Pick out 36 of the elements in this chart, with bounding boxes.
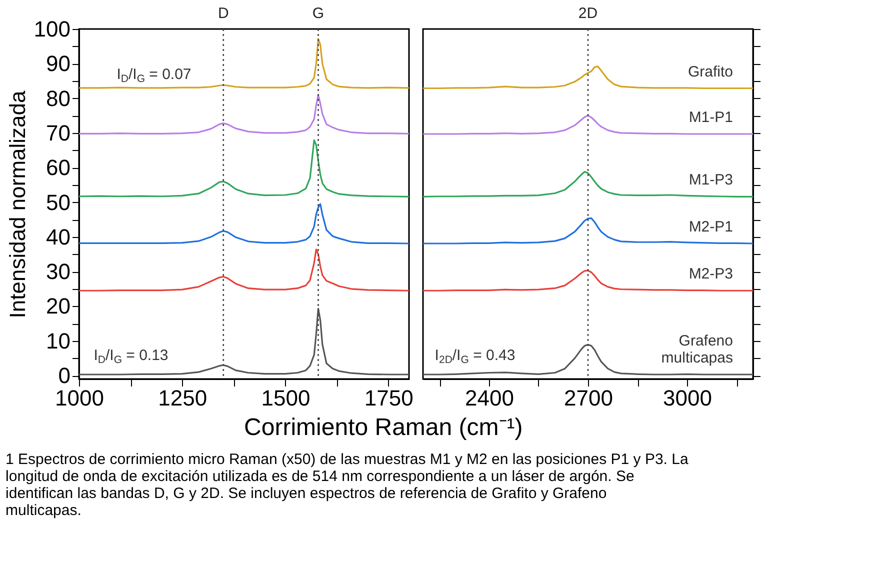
x-tick-label: 1000 <box>55 386 104 410</box>
y-tick-label: 60 <box>46 155 70 180</box>
line-series <box>79 248 409 292</box>
y-tick-label: 50 <box>46 190 70 215</box>
y-tick-label: 40 <box>46 224 70 250</box>
line-series <box>79 203 409 244</box>
ref-line-label: G <box>312 5 324 22</box>
x-axis-title: Corrimiento Raman (cm⁻¹) <box>244 414 523 441</box>
text: 1 Espectros de corrimiento micro Raman (x50) de las muestras M1 y M2 en las posiciones P1 y P3. La longitud de onda de excitación utilizada es de 514 nm correspondiente a un láser de argón. Se identifican las bandas D, G y 2D. Se incluyen espectros de referencia de Grafito y Grafeno multicapas. <box>6 450 689 519</box>
series-label: M2-P1 <box>688 218 733 236</box>
series-label: M2-P3 <box>688 266 733 283</box>
x-tick-label: 2400 <box>465 386 514 410</box>
x-tick-label: 1750 <box>364 386 414 410</box>
line-series <box>79 38 409 89</box>
x-tick-label: 3000 <box>663 386 712 410</box>
series-label: M1-P3 <box>688 172 733 189</box>
line-series <box>79 308 409 376</box>
y-tick-label: 90 <box>46 51 70 76</box>
y-tick-label: 0 <box>58 363 70 388</box>
y-tick-label: 20 <box>46 294 70 319</box>
ref-line-label: D <box>218 5 229 22</box>
y-tick-label: 80 <box>46 86 70 111</box>
series-label: M1-P1 <box>688 109 733 126</box>
x-tick-label: 1500 <box>261 386 310 410</box>
series-label: Grafito <box>688 63 733 80</box>
ref-line-label: 2D <box>578 5 598 22</box>
x-tick-label: 1250 <box>158 386 208 410</box>
y-tick-label: 10 <box>46 328 70 354</box>
y-tick-label: 100 <box>34 16 70 42</box>
line-series <box>79 94 409 134</box>
series-label: Grafeno multicapas <box>661 332 733 366</box>
line-series <box>79 139 409 198</box>
y-tick-label: 30 <box>46 259 70 284</box>
x-tick-label: 2700 <box>564 386 613 410</box>
y-tick-label: 70 <box>46 120 70 146</box>
y-axis-title: Intensidad normalizada <box>4 90 30 318</box>
